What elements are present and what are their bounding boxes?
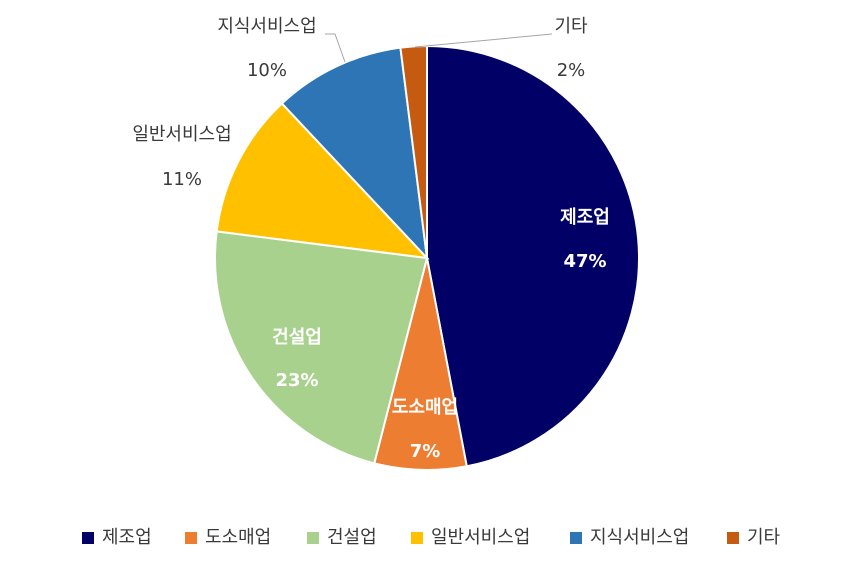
slice-label-name-5: 기타 [554,16,588,37]
slice-label-percent-5: 2% [557,60,586,81]
legend-label-3: 일반서비스업 [431,527,530,548]
slice-label-percent-2: 23% [275,370,318,391]
legend-swatch-0 [82,532,94,544]
legend-swatch-5 [727,532,739,544]
legend: 제조업 도소매업 건설업 일반서비스업 지식서비스업 기타 [82,527,781,548]
pie-slices [214,44,640,471]
pie-slice-3 [215,102,430,260]
pie-slice-2 [214,230,429,465]
slice-label-percent-1: 7% [410,441,441,462]
slice-label-percent-3: 11% [162,169,202,190]
legend-label-4: 지식서비스업 [590,527,689,548]
leader-line-5 [414,33,553,48]
leader-line-4 [325,33,346,63]
legend-label-5: 기타 [747,527,781,548]
leader-lines [325,33,553,63]
slice-label-name-3: 일반서비스업 [132,124,231,145]
slice-label-name-2: 건설업 [272,327,322,348]
slice-labels: 제조업 47% 도소매업 7% 건설업 23% 일반서비스업 11% 지식서비스업 10% 기타 2% [132,16,610,462]
pie-slice-4 [280,46,429,261]
slice-label-name-0: 제조업 [560,207,610,228]
slice-label-name-4: 지식서비스업 [217,16,316,37]
legend-label-2: 건설업 [327,527,377,548]
legend-label-0: 제조업 [102,527,152,548]
legend-swatch-1 [185,532,197,544]
legend-swatch-2 [307,532,319,544]
legend-label-1: 도소매업 [205,527,271,548]
slice-label-percent-4: 10% [247,60,287,81]
legend-swatch-3 [411,532,423,544]
slice-label-percent-0: 47% [563,251,606,272]
legend-swatch-4 [570,532,582,544]
slice-label-name-1: 도소매업 [392,397,458,418]
pie-slice-0 [426,44,640,468]
